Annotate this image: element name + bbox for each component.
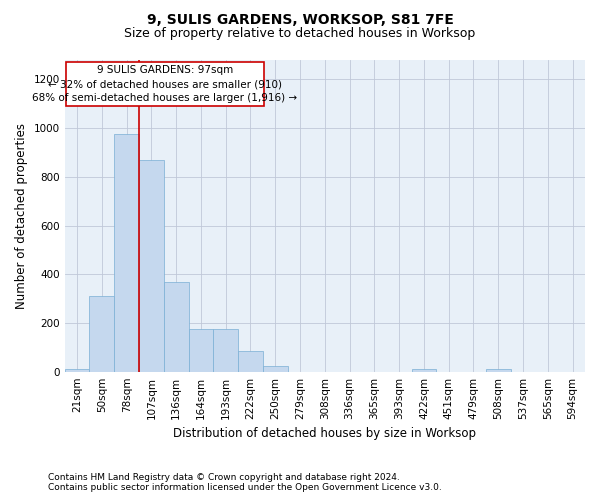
Bar [139, 160, 164, 372]
Bar [164, 282, 188, 372]
Y-axis label: Number of detached properties: Number of detached properties [15, 123, 28, 309]
FancyBboxPatch shape [66, 62, 264, 106]
Bar [412, 368, 436, 372]
Bar [486, 368, 511, 372]
Text: 9, SULIS GARDENS, WORKSOP, S81 7FE: 9, SULIS GARDENS, WORKSOP, S81 7FE [146, 12, 454, 26]
Bar [214, 329, 238, 372]
Bar [65, 368, 89, 372]
Bar [263, 366, 287, 372]
X-axis label: Distribution of detached houses by size in Worksop: Distribution of detached houses by size … [173, 427, 476, 440]
Bar [188, 329, 214, 372]
Bar [89, 296, 114, 372]
Text: 9 SULIS GARDENS: 97sqm
← 32% of detached houses are smaller (910)
68% of semi-de: 9 SULIS GARDENS: 97sqm ← 32% of detached… [32, 66, 298, 104]
Bar [238, 351, 263, 372]
Text: Contains HM Land Registry data © Crown copyright and database right 2024.: Contains HM Land Registry data © Crown c… [48, 472, 400, 482]
Text: Size of property relative to detached houses in Worksop: Size of property relative to detached ho… [124, 28, 476, 40]
Text: Contains public sector information licensed under the Open Government Licence v3: Contains public sector information licen… [48, 484, 442, 492]
Bar [114, 134, 139, 372]
